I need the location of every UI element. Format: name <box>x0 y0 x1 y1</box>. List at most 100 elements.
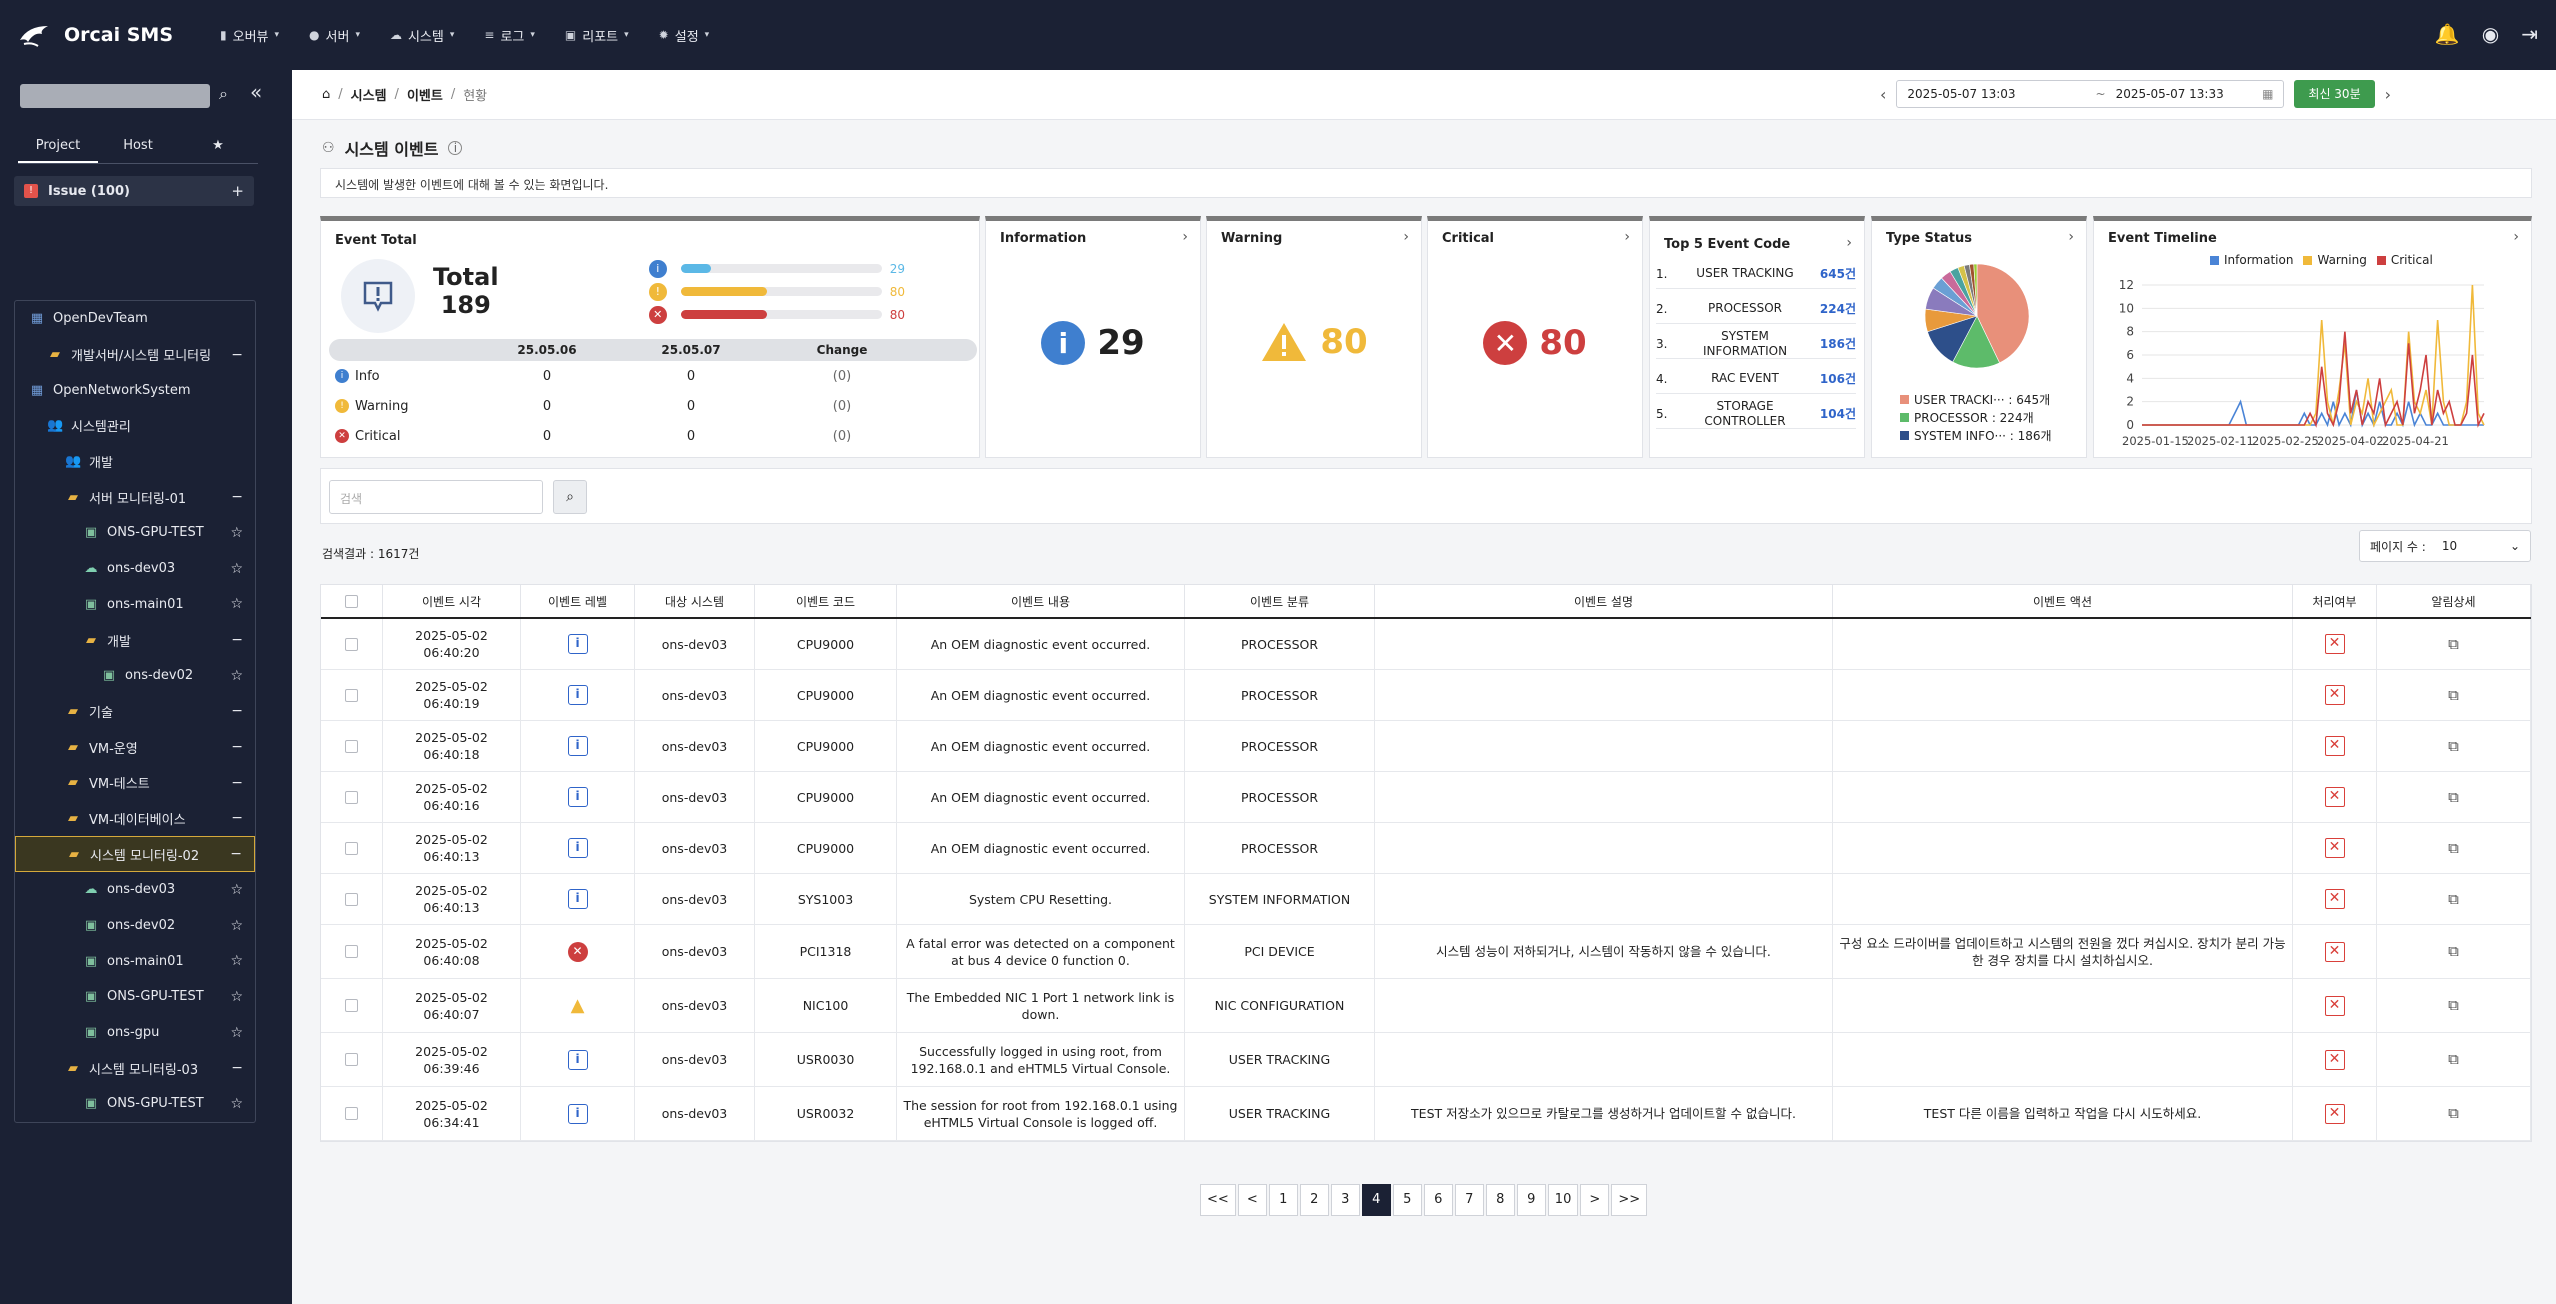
unprocessed-x-icon[interactable]: ✕ <box>2324 995 2345 1016</box>
star-icon[interactable]: ☆ <box>230 560 243 577</box>
unprocessed-x-icon[interactable]: ✕ <box>2324 889 2345 909</box>
tree-item[interactable]: 👥 시스템관리 <box>15 408 255 444</box>
star-icon[interactable]: ☆ <box>230 524 243 541</box>
unprocessed-x-icon[interactable]: ✕ <box>2324 941 2345 962</box>
menu-item-1[interactable]: ● 서버 ▾ <box>309 26 360 45</box>
tree-item[interactable]: ▣ ons-main01 ☆ <box>15 587 255 623</box>
collapse-icon[interactable]: − <box>231 346 243 363</box>
chevron-right-icon[interactable]: › <box>2068 229 2074 245</box>
table-row[interactable]: 2025-05-02 06:40:16 i ons-dev03 CPU9000 An O… <box>321 772 2531 823</box>
info-icon[interactable]: i <box>448 141 463 155</box>
sidebar-search-input[interactable] <box>20 84 210 108</box>
star-icon[interactable]: ☆ <box>230 596 243 613</box>
prev-range-chevron-icon[interactable]: ‹ <box>1880 84 1887 104</box>
chevron-right-icon[interactable]: › <box>1846 235 1852 251</box>
row-checkbox[interactable] <box>345 945 358 958</box>
unprocessed-x-icon[interactable]: ✕ <box>2324 634 2345 654</box>
table-row[interactable]: 2025-05-02 06:40:08 ✕ ons-dev03 PCI1318 A fa… <box>321 925 2531 979</box>
page-button[interactable]: 4 <box>1361 1184 1391 1216</box>
page-button[interactable]: 10 <box>1547 1184 1579 1216</box>
star-icon[interactable]: ☆ <box>230 953 243 970</box>
open-detail-icon[interactable]: ⧉ <box>2448 1104 2459 1122</box>
tab-host[interactable]: Host <box>123 138 153 153</box>
column-header[interactable]: 이벤트 레벨 <box>521 585 635 617</box>
tree-item[interactable]: ▰ 서버 모니터링-01 − <box>15 479 255 515</box>
open-detail-icon[interactable]: ⧉ <box>2448 1050 2459 1068</box>
collapse-icon[interactable]: − <box>231 632 243 649</box>
issue-item[interactable]: ! Issue (100) + <box>14 176 254 206</box>
menu-item-2[interactable]: ☁ 시스템 ▾ <box>390 26 454 45</box>
search-button[interactable]: ⌕ <box>553 480 587 514</box>
page-size-select[interactable]: 페이지 수 : 10 ⌄ <box>2359 530 2531 562</box>
search-icon[interactable]: ⌕ <box>219 84 228 103</box>
unprocessed-x-icon[interactable]: ✕ <box>2324 1103 2345 1124</box>
page-button[interactable]: 8 <box>1485 1184 1515 1216</box>
top5-item[interactable]: 2. PROCESSOR 224건 <box>1656 294 1856 324</box>
row-checkbox[interactable] <box>345 841 358 855</box>
tab-favorites-star-icon[interactable]: ★ <box>212 138 224 153</box>
tree-item[interactable]: ▰ 개발서버/시스템 모니터링 − <box>15 337 255 373</box>
row-checkbox[interactable] <box>345 790 358 804</box>
column-header[interactable]: 처리여부 <box>2293 585 2377 617</box>
tree-item[interactable]: ▰ VM-테스트 − <box>15 765 255 801</box>
table-row[interactable]: 2025-05-02 06:40:19 i ons-dev03 CPU9000 An O… <box>321 670 2531 721</box>
tree-item[interactable]: ▣ ons-dev02 ☆ <box>15 908 255 944</box>
tree-item[interactable]: ▰ VM-운영 − <box>15 729 255 765</box>
tree-item[interactable]: ▰ 시스템 모니터링-03 − <box>15 1050 255 1086</box>
chevron-right-icon[interactable]: › <box>1624 229 1630 245</box>
pie-slice[interactable] <box>1973 263 1978 317</box>
table-row[interactable]: 2025-05-02 06:34:41 i ons-dev03 USR0032 The … <box>321 1087 2531 1141</box>
calendar-icon[interactable]: ▦ <box>2262 87 2274 101</box>
select-all-checkbox[interactable] <box>345 594 358 608</box>
information-card[interactable]: Information › i 29 <box>985 216 1201 458</box>
tree-item[interactable]: ▰ VM-데이터베이스 − <box>15 801 255 837</box>
column-header[interactable]: 이벤트 설명 <box>1375 585 1833 617</box>
plus-icon[interactable]: + <box>231 182 244 200</box>
critical-card[interactable]: Critical › ✕ 80 <box>1427 216 1643 458</box>
column-header[interactable]: 알림상세 <box>2377 585 2531 617</box>
open-detail-icon[interactable]: ⧉ <box>2448 787 2459 806</box>
column-header[interactable]: 이벤트 내용 <box>897 585 1185 617</box>
table-row[interactable]: 2025-05-02 06:40:18 i ons-dev03 CPU9000 An O… <box>321 721 2531 772</box>
menu-item-3[interactable]: ≡ 로그 ▾ <box>484 26 535 45</box>
page-button[interactable]: > <box>1580 1184 1610 1216</box>
column-header[interactable]: 대상 시스템 <box>635 585 755 617</box>
column-header[interactable]: 이벤트 분류 <box>1185 585 1375 617</box>
open-detail-icon[interactable]: ⧉ <box>2448 889 2459 908</box>
table-row[interactable]: 2025-05-02 06:40:07 ▲ ons-dev03 NIC100 The E… <box>321 979 2531 1033</box>
row-checkbox[interactable] <box>345 892 358 906</box>
unprocessed-x-icon[interactable]: ✕ <box>2324 736 2345 756</box>
page-button[interactable]: 5 <box>1392 1184 1422 1216</box>
open-detail-icon[interactable]: ⧉ <box>2448 634 2459 653</box>
page-button[interactable]: 1 <box>1268 1184 1298 1216</box>
tree-item[interactable]: ▰ 개발 − <box>15 622 255 658</box>
page-button[interactable]: << <box>1200 1184 1236 1216</box>
tab-project[interactable]: Project <box>18 132 98 163</box>
open-detail-icon[interactable]: ⧉ <box>2448 736 2459 755</box>
tree-item[interactable]: ▣ ONS-GPU-TEST ☆ <box>15 1086 255 1122</box>
chevron-right-icon[interactable]: › <box>2513 229 2519 245</box>
row-checkbox[interactable] <box>345 1107 358 1120</box>
menu-item-4[interactable]: ▣ 리포트 ▾ <box>565 26 629 45</box>
user-icon[interactable]: ◉ <box>2481 22 2500 46</box>
pie-slice[interactable] <box>1976 263 2030 364</box>
unprocessed-x-icon[interactable]: ✕ <box>2324 685 2345 705</box>
table-row[interactable]: 2025-05-02 06:40:13 i ons-dev03 CPU9000 An O… <box>321 823 2531 874</box>
column-header[interactable]: 이벤트 액션 <box>1833 585 2293 617</box>
bell-icon[interactable]: 🔔 <box>2434 22 2460 46</box>
row-checkbox[interactable] <box>345 688 358 702</box>
page-button[interactable]: 2 <box>1299 1184 1329 1216</box>
tree-item[interactable]: ☁ ons-dev03 ☆ <box>15 872 255 908</box>
collapse-icon[interactable]: − <box>231 739 243 756</box>
tree-item[interactable]: ☁ ons-dev03 ☆ <box>15 551 255 587</box>
collapse-sidebar-icon[interactable]: « <box>250 80 263 104</box>
table-row[interactable]: 2025-05-02 06:40:13 i ons-dev03 SYS1003 Syst… <box>321 874 2531 925</box>
open-detail-icon[interactable]: ⧉ <box>2448 996 2459 1014</box>
top5-item[interactable]: 5. STORAGE CONTROLLER 104건 <box>1656 399 1856 429</box>
star-icon[interactable]: ☆ <box>230 667 243 684</box>
breadcrumb-item-system[interactable]: 시스템 <box>350 89 387 104</box>
open-detail-icon[interactable]: ⧉ <box>2448 838 2459 857</box>
row-checkbox[interactable] <box>345 637 358 651</box>
tree-item[interactable]: ▰ 기술 − <box>15 694 255 730</box>
chevron-right-icon[interactable]: › <box>1182 229 1188 245</box>
